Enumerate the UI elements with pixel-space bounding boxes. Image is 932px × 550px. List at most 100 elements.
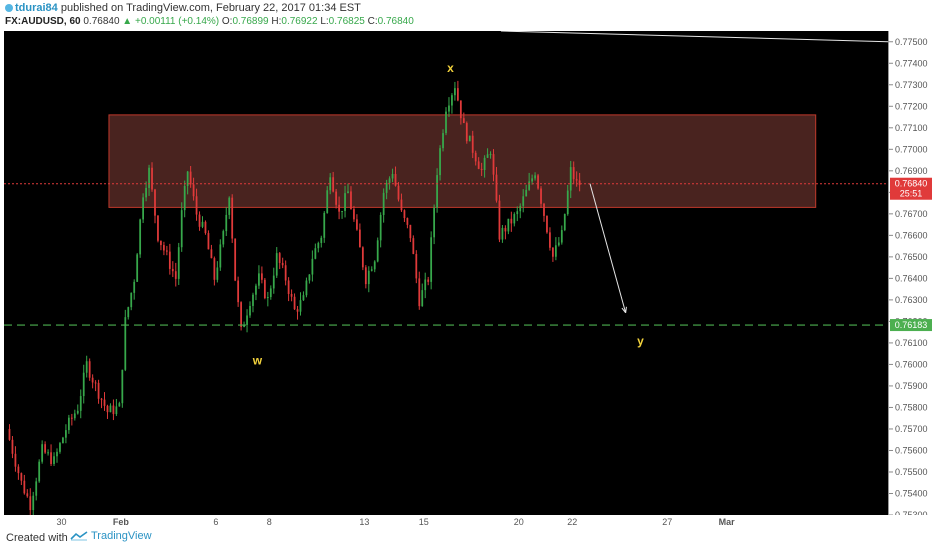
author-name[interactable]: tdurai84 bbox=[15, 2, 58, 14]
price-tick-label: 0.75500 bbox=[895, 467, 928, 477]
symbol-label: FX:AUDUSD, 60 bbox=[5, 16, 81, 27]
candle bbox=[379, 212, 382, 248]
candle bbox=[483, 155, 486, 178]
candle bbox=[507, 218, 510, 235]
candle bbox=[70, 413, 73, 426]
price-tick-label: 0.77100 bbox=[895, 123, 928, 133]
candlestick-chart[interactable]: x w y bbox=[4, 30, 889, 519]
candle bbox=[566, 184, 569, 216]
candle bbox=[433, 204, 436, 245]
chart-area[interactable]: x w y bbox=[4, 30, 889, 519]
candle bbox=[456, 80, 459, 102]
candle bbox=[498, 194, 501, 243]
candle bbox=[546, 215, 548, 234]
candle bbox=[448, 97, 450, 117]
candle bbox=[44, 441, 47, 454]
candle bbox=[409, 224, 412, 243]
tradingview-brand[interactable]: TradingView bbox=[70, 530, 152, 542]
candle bbox=[287, 277, 290, 302]
candle bbox=[439, 145, 441, 181]
candle bbox=[314, 243, 317, 260]
candle bbox=[492, 149, 495, 182]
candle bbox=[243, 321, 245, 328]
last-price: 0.76840 bbox=[83, 16, 120, 27]
candle bbox=[59, 441, 61, 454]
tradingview-logo-icon bbox=[70, 531, 88, 541]
price-tick-label: 0.77500 bbox=[895, 37, 928, 47]
price-tick-label: 0.76300 bbox=[895, 295, 928, 305]
candle bbox=[335, 188, 338, 209]
price-tick-label: 0.75400 bbox=[895, 488, 928, 498]
candle bbox=[8, 424, 11, 441]
candle bbox=[94, 380, 97, 392]
candle bbox=[459, 100, 462, 125]
candle bbox=[495, 166, 498, 203]
candle bbox=[38, 459, 41, 483]
candle bbox=[353, 205, 355, 222]
candle bbox=[486, 148, 489, 158]
candle bbox=[290, 289, 293, 302]
candle bbox=[219, 239, 222, 271]
candle bbox=[139, 218, 142, 258]
quote-line: FX:AUDUSD, 60 0.76840 ▲ +0.00111 (+0.14%… bbox=[5, 16, 414, 27]
time-tick-label: 6 bbox=[213, 517, 218, 527]
candle bbox=[528, 172, 531, 191]
price-tick-label: 0.76900 bbox=[895, 166, 928, 176]
candle bbox=[210, 244, 213, 259]
candle bbox=[17, 464, 20, 480]
trend-line[interactable] bbox=[500, 30, 889, 43]
created-with-text: Created with bbox=[6, 532, 68, 544]
candle bbox=[471, 130, 474, 159]
price-tick-label: 0.75600 bbox=[895, 445, 928, 455]
candle bbox=[412, 235, 415, 255]
candle bbox=[454, 81, 456, 101]
candle bbox=[174, 262, 177, 287]
candle bbox=[157, 215, 159, 243]
candle bbox=[85, 355, 88, 378]
candle bbox=[344, 185, 346, 218]
candle bbox=[543, 202, 545, 222]
candle bbox=[442, 129, 444, 152]
candle bbox=[418, 271, 421, 310]
candle bbox=[451, 93, 453, 114]
candle bbox=[82, 364, 85, 404]
projection-arrow[interactable] bbox=[589, 183, 627, 313]
candle bbox=[47, 449, 49, 456]
candle bbox=[516, 206, 519, 222]
high-label: H: bbox=[271, 16, 282, 27]
candle bbox=[554, 237, 557, 261]
candle bbox=[252, 292, 254, 313]
supply-zone[interactable] bbox=[108, 114, 817, 208]
candle bbox=[222, 229, 225, 248]
price-tick-label: 0.77300 bbox=[895, 80, 928, 90]
candle bbox=[373, 260, 376, 273]
candle bbox=[76, 404, 79, 415]
wave-label-w: w bbox=[252, 353, 263, 367]
candle bbox=[163, 241, 165, 256]
wave-label-y: y bbox=[637, 334, 644, 348]
price-tick-label: 0.77400 bbox=[895, 58, 928, 68]
candle bbox=[338, 196, 340, 220]
candle bbox=[462, 112, 465, 124]
candle bbox=[180, 202, 183, 252]
candle bbox=[269, 285, 272, 300]
time-axis[interactable]: 30 Feb 6 8 13 15 20 22 27 Mar bbox=[4, 515, 888, 527]
candle bbox=[370, 266, 373, 272]
candle bbox=[249, 301, 251, 318]
candle bbox=[525, 184, 528, 197]
time-tick-label: 8 bbox=[267, 517, 272, 527]
price-tick-label: 0.76700 bbox=[895, 209, 928, 219]
level-price-tag bbox=[890, 319, 932, 332]
price-axis[interactable]: 0.77500 0.77400 0.77300 0.77200 0.77100 0.770… bbox=[888, 31, 932, 520]
candle bbox=[364, 265, 367, 289]
price-tick-label: 0.75700 bbox=[895, 424, 928, 434]
candle bbox=[35, 477, 38, 501]
candle bbox=[272, 267, 275, 294]
candle bbox=[29, 488, 32, 519]
candle bbox=[299, 292, 302, 316]
candle bbox=[504, 225, 507, 240]
price-tick-label: 0.76500 bbox=[895, 252, 928, 262]
candle bbox=[133, 279, 136, 300]
candle bbox=[534, 172, 536, 181]
candle bbox=[540, 186, 542, 208]
